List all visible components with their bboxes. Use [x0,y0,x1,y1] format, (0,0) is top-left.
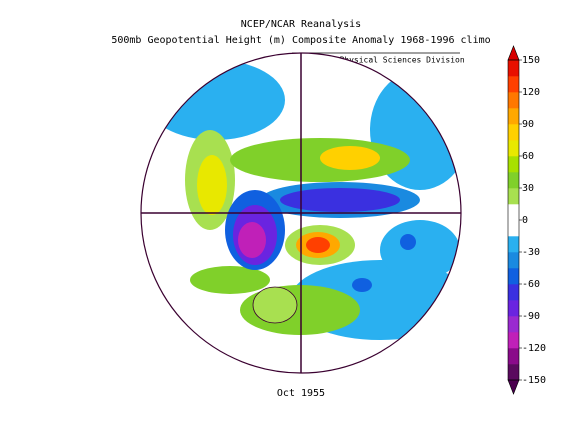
colorbar-band [508,204,519,221]
credit: NOAA/ESRL Physical Sciences Division [291,56,465,65]
colorbar-over-arrow [507,45,520,61]
colorbar-tick-label: 60 [522,151,534,162]
colorbar-band [508,348,519,365]
colorbar-band [508,300,519,317]
colorbar-tick-label: 0 [522,215,528,226]
colorbar-band [508,92,519,109]
colorbar-band [508,124,519,141]
colorbar-band [508,188,519,205]
colorbar-band [508,268,519,285]
colorbar-band [508,364,519,381]
colorbar-under-arrow [507,379,520,395]
colorbar-band [508,172,519,189]
colorbar-band [508,60,519,77]
colorbar-tick-label: 90 [522,119,534,130]
colorbar-tick-label: 30 [522,183,534,194]
colorbar-band [508,156,519,173]
colorbar-tick-label: 120 [522,87,540,98]
colorbar-band [508,332,519,349]
colorbar-band [508,316,519,333]
colorbar-band [508,236,519,253]
colorbar-tick-label: -150 [522,375,546,386]
colorbar-tick-label: 150 [522,55,540,66]
colorbar-tick-label: -90 [522,311,540,322]
title-line: NCEP/NCAR Reanalysis [241,19,361,30]
colorbar-band [508,108,519,125]
colorbar-band [508,284,519,301]
colorbar-tick-label: -120 [522,343,546,354]
colorbar-band [508,76,519,93]
colorbar-tick-label: -30 [522,247,540,258]
date-label: Oct 1955 [277,388,325,399]
title-line: 500mb Geopotential Height (m) Composite … [111,35,490,46]
colorbar-band [508,252,519,269]
colorbar-tick-label: -60 [522,279,540,290]
colorbar-band [508,140,519,157]
colorbar-band [508,220,519,237]
